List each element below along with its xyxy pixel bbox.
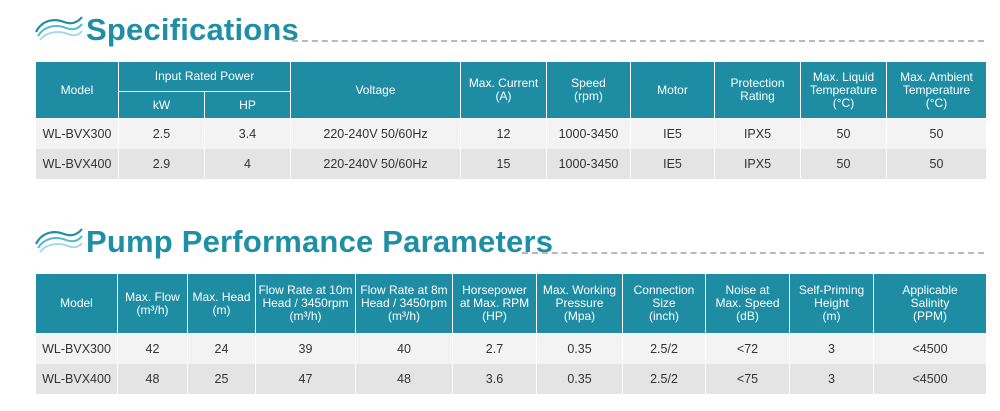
cell-max-current: 15 — [460, 148, 547, 179]
header-max-liquid-temperature: Max. Liquid Temperature (°C) — [800, 61, 887, 119]
cell-protection-rating: IPX5 — [714, 118, 801, 149]
cell-self-priming-height: 3 — [789, 333, 874, 364]
cell-kw: 2.5 — [118, 118, 205, 149]
cell-max-head: 24 — [187, 333, 256, 364]
header-voltage: Voltage — [290, 61, 461, 119]
cell-motor: IE5 — [630, 118, 715, 149]
header-applicable-salinity: Applicable Salinity (PPM) — [873, 273, 987, 334]
cell-model: WL-BVX400 — [35, 363, 118, 394]
header-self-priming-height: Self-Priming Height (m) — [789, 273, 874, 334]
header-flow-rate-10m: Flow Rate at 10m Head / 3450rpm (m³/h) — [255, 273, 356, 334]
cell-speed: 1000-3450 — [546, 148, 631, 179]
cell-max-working-pressure: 0.35 — [536, 363, 623, 394]
header-input-rated-power: Input Rated Power — [118, 61, 291, 92]
wave-logo-icon — [35, 228, 83, 253]
header-hp: HP — [204, 91, 291, 119]
specifications-table: Model Input Rated Power Voltage Max. Cur… — [35, 61, 987, 179]
pump-performance-table: Model Max. Flow (m³/h) Max. Head (m) Flo… — [35, 273, 987, 394]
cell-max-liquid-temperature: 50 — [800, 118, 887, 149]
cell-horsepower: 2.7 — [452, 333, 537, 364]
header-protection-rating: Protection Rating — [714, 61, 801, 119]
header-speed: Speed (rpm) — [546, 61, 631, 119]
cell-noise: <75 — [705, 363, 790, 394]
cell-max-current: 12 — [460, 118, 547, 149]
header-flow-rate-8m: Flow Rate at 8m Head / 3450rpm (m³/h) — [355, 273, 453, 334]
cell-max-head: 25 — [187, 363, 256, 394]
cell-noise: <72 — [705, 333, 790, 364]
header-max-head: Max. Head (m) — [187, 273, 256, 334]
cell-max-ambient-temperature: 50 — [886, 118, 987, 149]
header-model: Model — [35, 61, 119, 119]
cell-model: WL-BVX400 — [35, 148, 119, 179]
cell-voltage: 220-240V 50/60Hz — [290, 118, 461, 149]
cell-max-liquid-temperature: 50 — [800, 148, 887, 179]
cell-max-flow: 42 — [117, 333, 188, 364]
section-title: Specifications — [86, 12, 299, 47]
cell-max-ambient-temperature: 50 — [886, 148, 987, 179]
cell-connection-size: 2.5/2 — [622, 333, 706, 364]
wave-logo-icon — [35, 16, 83, 41]
cell-applicable-salinity: <4500 — [873, 333, 987, 364]
cell-applicable-salinity: <4500 — [873, 363, 987, 394]
header-max-flow: Max. Flow (m³/h) — [117, 273, 188, 334]
cell-speed: 1000-3450 — [546, 118, 631, 149]
cell-model: WL-BVX300 — [35, 118, 119, 149]
cell-max-working-pressure: 0.35 — [536, 333, 623, 364]
title-divider — [292, 40, 984, 42]
cell-motor: IE5 — [630, 148, 715, 179]
cell-self-priming-height: 3 — [789, 363, 874, 394]
header-max-working-pressure: Max. Working Pressure (Mpa) — [536, 273, 623, 334]
cell-connection-size: 2.5/2 — [622, 363, 706, 394]
table-row: WL-BVX300 42 24 39 40 2.7 0.35 2.5/2 <72… — [35, 333, 987, 364]
specifications-heading: Specifications — [34, 10, 984, 50]
header-noise: Noise at Max. Speed (dB) — [705, 273, 790, 334]
cell-horsepower: 3.6 — [452, 363, 537, 394]
table-row: WL-BVX400 48 25 47 48 3.6 0.35 2.5/2 <75… — [35, 363, 987, 394]
cell-flow-rate-10m: 47 — [255, 363, 356, 394]
cell-voltage: 220-240V 50/60Hz — [290, 148, 461, 179]
header-motor: Motor — [630, 61, 715, 119]
cell-model: WL-BVX300 — [35, 333, 118, 364]
header-max-current: Max. Current (A) — [460, 61, 547, 119]
title-divider — [522, 252, 984, 254]
cell-hp: 3.4 — [204, 118, 291, 149]
cell-flow-rate-8m: 48 — [355, 363, 453, 394]
cell-protection-rating: IPX5 — [714, 148, 801, 179]
section-title: Pump Performance Parameters — [86, 224, 554, 259]
table-row: WL-BVX300 2.5 3.4 220-240V 50/60Hz 12 10… — [35, 118, 987, 149]
cell-flow-rate-8m: 40 — [355, 333, 453, 364]
cell-flow-rate-10m: 39 — [255, 333, 356, 364]
cell-kw: 2.9 — [118, 148, 205, 179]
header-kw: kW — [118, 91, 205, 119]
header-connection-size: Connection Size (inch) — [622, 273, 706, 334]
cell-hp: 4 — [204, 148, 291, 179]
pump-performance-heading: Pump Performance Parameters — [34, 222, 984, 262]
table-row: WL-BVX400 2.9 4 220-240V 50/60Hz 15 1000… — [35, 148, 987, 179]
cell-max-flow: 48 — [117, 363, 188, 394]
header-horsepower: Horsepower at Max. RPM (HP) — [452, 273, 537, 334]
header-model: Model — [35, 273, 118, 334]
header-max-ambient-temperature: Max. Ambient Temperature (°C) — [886, 61, 987, 119]
